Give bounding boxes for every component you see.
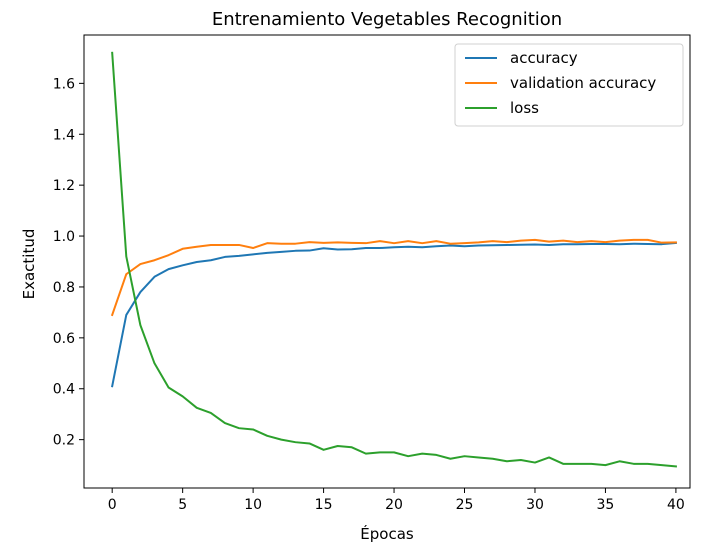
x-tick-label: 20 [385,497,403,513]
x-tick-label: 40 [667,497,685,513]
x-tick-label: 5 [178,497,187,513]
series-line-accuracy [111,241,677,388]
chart-title: Entrenamiento Vegetables Recognition [212,9,562,30]
legend-frame [454,43,684,127]
y-tick-label: 1.6 [53,76,75,92]
legend-label-accuracy: accuracy [510,49,578,67]
x-tick-label: 35 [597,497,615,513]
y-tick-label: 0.8 [53,280,75,296]
y-axis-ticks: 0.2 0.4 0.6 0.8 1.0 1.2 1.4 1.6 [53,76,84,449]
y-tick-label: 1.2 [53,178,75,194]
x-axis-ticks: 0 5 10 15 20 25 30 35 40 [108,488,685,513]
legend-label-loss: loss [510,99,539,117]
x-axis-label: Épocas [360,524,414,543]
x-tick-label: 25 [456,497,474,513]
x-tick-label: 0 [108,497,117,513]
series-layer [110,51,677,468]
legend-items: accuracy validation accuracy loss [465,49,656,117]
y-tick-label: 0.4 [53,382,75,398]
x-tick-label: 10 [244,497,262,513]
legend-label-validation-accuracy: validation accuracy [510,74,656,92]
x-tick-label: 30 [526,497,544,513]
y-axis-label: Exactitud [20,229,38,300]
legend: accuracy validation accuracy loss [454,43,684,127]
series-line-validation-accuracy [110,238,677,317]
plot-frame [83,34,691,489]
y-tick-label: 1.0 [53,229,75,245]
y-tick-label: 0.2 [53,433,75,449]
y-tick-label: 0.6 [53,331,75,347]
series-line-loss [111,51,677,468]
x-tick-label: 15 [315,497,333,513]
y-tick-label: 1.4 [53,127,75,143]
